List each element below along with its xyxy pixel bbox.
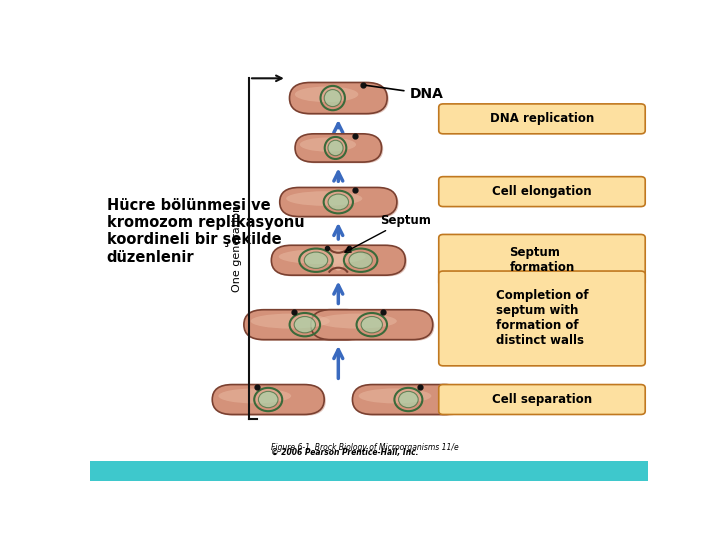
FancyBboxPatch shape bbox=[291, 84, 389, 115]
Text: Septum: Septum bbox=[345, 213, 431, 252]
FancyBboxPatch shape bbox=[246, 311, 367, 341]
Ellipse shape bbox=[328, 194, 348, 210]
Text: Cell elongation: Cell elongation bbox=[492, 185, 592, 198]
FancyBboxPatch shape bbox=[354, 386, 466, 416]
Text: Hücre bölünmesi ve
kromozom replikasyonu
koordineli bir şekilde
düzenlenir: Hücre bölünmesi ve kromozom replikasyonu… bbox=[107, 198, 305, 265]
Text: Cell separation: Cell separation bbox=[492, 393, 592, 406]
Ellipse shape bbox=[251, 314, 330, 328]
FancyBboxPatch shape bbox=[312, 311, 434, 341]
Ellipse shape bbox=[300, 138, 356, 152]
FancyBboxPatch shape bbox=[352, 384, 464, 415]
Bar bbox=[90, 461, 648, 481]
FancyBboxPatch shape bbox=[438, 234, 645, 286]
Ellipse shape bbox=[333, 249, 344, 271]
FancyBboxPatch shape bbox=[271, 245, 405, 275]
FancyBboxPatch shape bbox=[438, 384, 645, 415]
FancyBboxPatch shape bbox=[282, 188, 399, 218]
Ellipse shape bbox=[294, 316, 315, 333]
Ellipse shape bbox=[359, 388, 431, 403]
Ellipse shape bbox=[218, 388, 291, 403]
Text: Figure 6-1  Brock Biology of Microorganisms 11/e: Figure 6-1 Brock Biology of Microorganis… bbox=[271, 443, 459, 453]
Text: © 2006 Pearson Prentice-Hall, Inc.: © 2006 Pearson Prentice-Hall, Inc. bbox=[271, 448, 419, 457]
Text: Completion of
septum with
formation of
distinct walls: Completion of septum with formation of d… bbox=[495, 289, 588, 347]
FancyBboxPatch shape bbox=[295, 134, 382, 162]
Ellipse shape bbox=[286, 191, 362, 206]
FancyBboxPatch shape bbox=[212, 384, 324, 415]
FancyBboxPatch shape bbox=[244, 310, 366, 340]
FancyBboxPatch shape bbox=[311, 310, 433, 340]
Text: One generation: One generation bbox=[232, 205, 242, 292]
Ellipse shape bbox=[349, 252, 372, 268]
FancyBboxPatch shape bbox=[214, 386, 326, 416]
FancyBboxPatch shape bbox=[438, 271, 645, 366]
FancyBboxPatch shape bbox=[297, 135, 383, 163]
FancyBboxPatch shape bbox=[438, 177, 645, 207]
Text: DNA: DNA bbox=[366, 85, 444, 101]
Ellipse shape bbox=[324, 90, 341, 106]
FancyBboxPatch shape bbox=[438, 104, 645, 134]
Ellipse shape bbox=[305, 252, 328, 268]
FancyBboxPatch shape bbox=[289, 83, 387, 113]
Ellipse shape bbox=[279, 249, 366, 264]
Ellipse shape bbox=[399, 392, 418, 408]
FancyBboxPatch shape bbox=[280, 187, 397, 217]
Ellipse shape bbox=[318, 314, 397, 328]
FancyBboxPatch shape bbox=[273, 246, 407, 276]
Text: DNA replication: DNA replication bbox=[490, 112, 594, 125]
Text: Septum
formation: Septum formation bbox=[509, 246, 575, 274]
Ellipse shape bbox=[361, 316, 382, 333]
Ellipse shape bbox=[328, 140, 343, 156]
Ellipse shape bbox=[295, 86, 359, 102]
Ellipse shape bbox=[258, 392, 278, 408]
